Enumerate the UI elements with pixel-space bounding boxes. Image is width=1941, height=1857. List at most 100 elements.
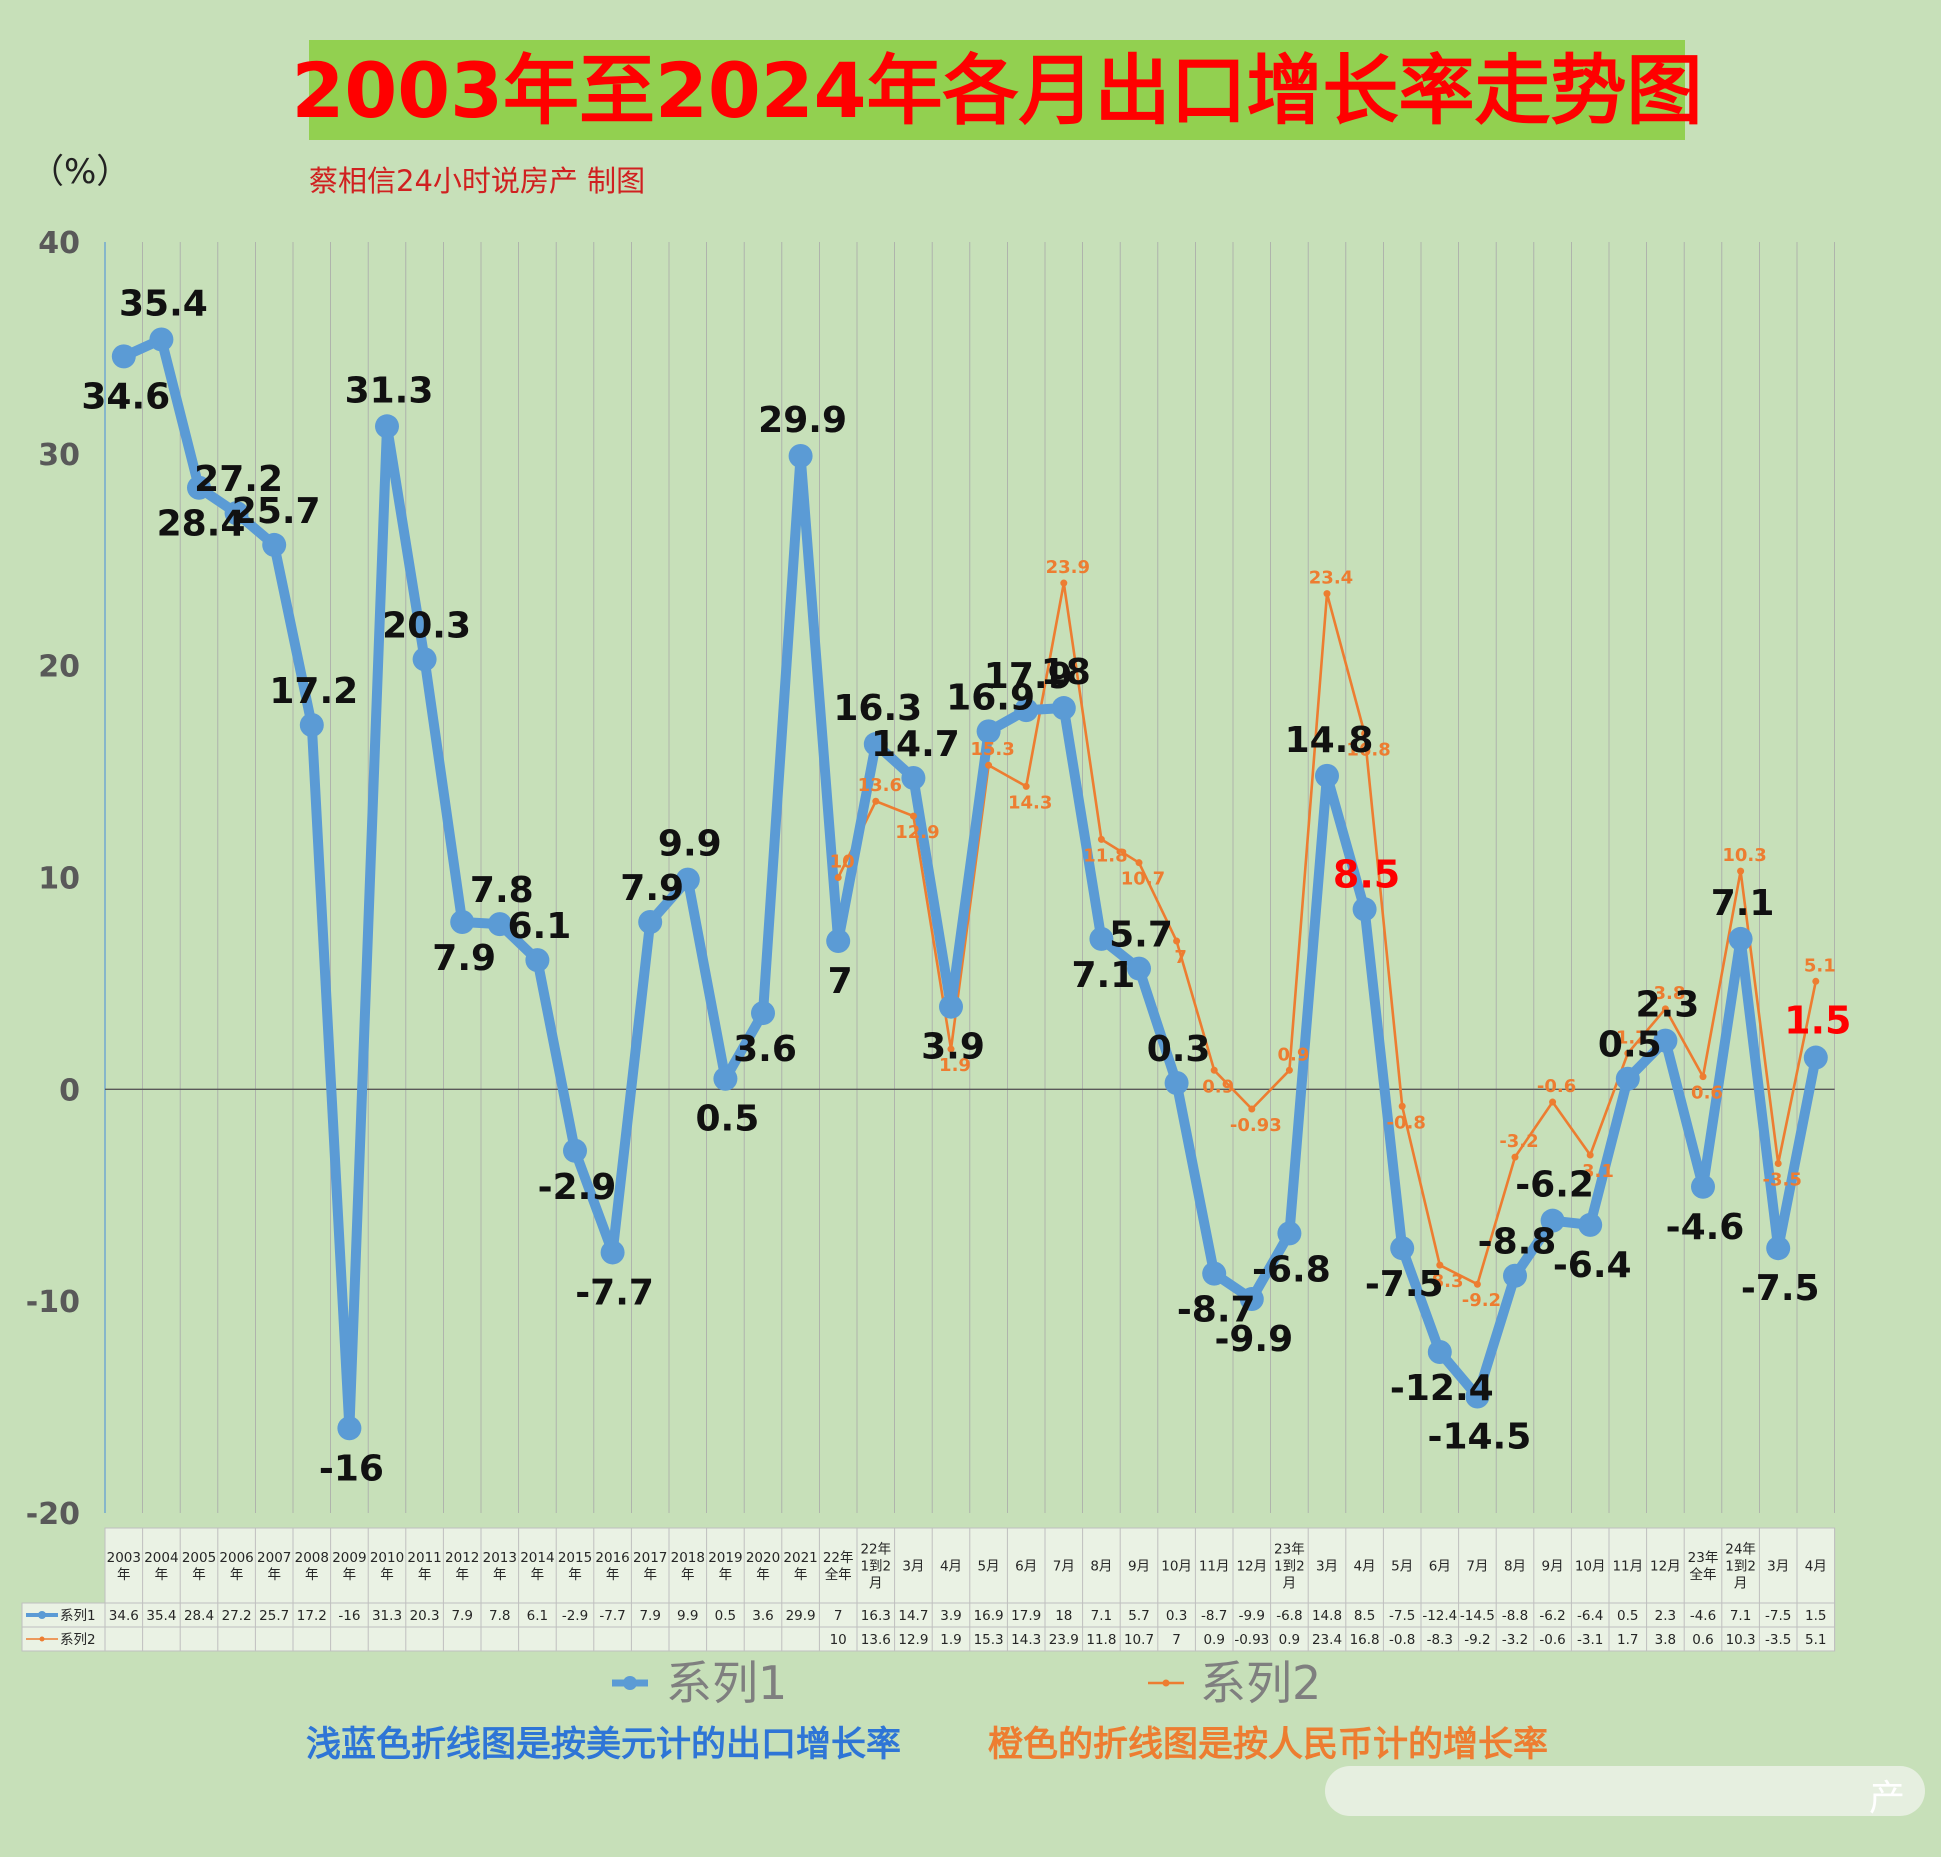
x-tick-label: 月 <box>1283 1576 1297 1592</box>
series2-data-label: -0.93 <box>1230 1115 1282 1136</box>
series1-point <box>262 532 287 557</box>
table-series1-cell: -4.6 <box>1690 1608 1716 1624</box>
series1-data-label: 3.6 <box>733 1029 797 1070</box>
y-tick-label: 0 <box>59 1073 80 1108</box>
table-series1-cell: -6.4 <box>1577 1608 1603 1624</box>
series1-data-label: 7.8 <box>470 870 534 911</box>
series1-data-label: 14.8 <box>1285 720 1374 761</box>
x-tick-label: 2013 <box>483 1550 517 1566</box>
series1-point <box>375 414 399 439</box>
series2-data-label: 10 <box>830 852 855 873</box>
series1-data-label: -2.9 <box>538 1167 617 1208</box>
series2-point <box>1511 1153 1519 1161</box>
series2-data-label: -3.2 <box>1499 1131 1538 1152</box>
series1-point <box>600 1240 625 1265</box>
series1-point <box>1127 956 1151 981</box>
y-tick-label: -20 <box>26 1497 80 1532</box>
series1-point <box>412 647 437 672</box>
x-tick-label: 22年 <box>860 1542 891 1558</box>
series1-point <box>1803 1045 1828 1070</box>
x-tick-label: 年 <box>343 1567 357 1583</box>
series1-data-label: 16.3 <box>833 688 922 729</box>
x-tick-label: 2011 <box>407 1550 441 1566</box>
series2-data-label: -0.8 <box>1387 1112 1426 1133</box>
table-series1-cell: 1.5 <box>1805 1608 1826 1624</box>
x-tick-label: 11月 <box>1199 1559 1230 1575</box>
series1-point <box>1691 1174 1715 1199</box>
series1-point <box>1427 1340 1452 1365</box>
x-tick-label: 2003 <box>107 1550 141 1566</box>
table-series1-cell: 16.9 <box>974 1608 1004 1624</box>
series1-point <box>901 765 926 790</box>
x-tick-label: 4月 <box>1805 1559 1827 1575</box>
series1-data-label: 7.9 <box>620 868 684 909</box>
plot-area: 40 30 20 10 0 -10 -20 10 13.6 12.9 1.9 15.3 14.3 23.9… <box>26 226 1852 1532</box>
x-tick-label: 年 <box>117 1567 131 1583</box>
table-series1-cell: 20.3 <box>410 1608 440 1624</box>
legend: 系列1 系列2 <box>612 1656 1321 1710</box>
table-series2-cell: -0.6 <box>1539 1632 1565 1648</box>
series2-data-label: -8.3 <box>1424 1271 1463 1292</box>
table-series1-cell: 28.4 <box>184 1608 214 1624</box>
x-tick-label: 2004 <box>144 1550 178 1566</box>
series2-point <box>1210 1066 1218 1074</box>
table-series2-cell: 14.3 <box>1011 1632 1041 1648</box>
series1-point <box>1728 926 1753 951</box>
series1-point <box>1239 1287 1264 1312</box>
table-series1-cell: 25.7 <box>259 1608 289 1624</box>
series2-point <box>1323 590 1331 598</box>
table-series1-cell: -14.5 <box>1460 1608 1495 1624</box>
series2-data-label: 0.9 <box>1277 1044 1309 1065</box>
series1-point <box>187 475 211 500</box>
series2-data-label: 23.4 <box>1309 568 1353 589</box>
series1-point <box>1051 696 1076 721</box>
series1-line <box>118 334 1821 1434</box>
table-series2-cell: 12.9 <box>898 1632 928 1648</box>
x-tick-label: 年 <box>794 1567 808 1583</box>
x-tick-label: 12月 <box>1650 1559 1681 1575</box>
x-tick-label: 年 <box>380 1567 394 1583</box>
table-series1-cell: 29.9 <box>786 1608 816 1624</box>
x-tick-label: 2006 <box>219 1550 253 1566</box>
x-tick-label: 1到2 <box>860 1559 891 1575</box>
table-series2-cell: 1.7 <box>1617 1632 1638 1648</box>
x-tick-label: 2014 <box>520 1550 554 1566</box>
table-series2-cell: 13.6 <box>861 1632 891 1648</box>
series2-point <box>1285 1066 1293 1074</box>
x-tick-label: 年 <box>418 1567 432 1583</box>
table-series2-name: 系列2 <box>60 1632 96 1648</box>
table-series1-cell: 7.9 <box>451 1608 472 1624</box>
table-series1-cell: -7.5 <box>1765 1608 1791 1624</box>
series1-point <box>1352 897 1377 922</box>
x-tick-label: 年 <box>155 1567 169 1583</box>
series1-point <box>788 443 813 468</box>
series1-data-label: -14.5 <box>1428 1416 1532 1457</box>
series2-point <box>1173 937 1181 945</box>
x-tick-label: 2009 <box>332 1550 366 1566</box>
table-series1-cell: -9.9 <box>1239 1608 1265 1624</box>
series1-point <box>563 1138 587 1163</box>
table-series1-cell: 14.7 <box>898 1608 928 1624</box>
table-series1-cell: -16 <box>338 1608 360 1624</box>
x-tick-label: 5月 <box>978 1559 1000 1575</box>
series1-point <box>1277 1221 1302 1246</box>
series1-data-label: -7.5 <box>1365 1264 1444 1305</box>
table-series2-cell: 15.3 <box>974 1632 1004 1648</box>
series1-data-label: -9.9 <box>1214 1319 1293 1360</box>
y-tick-label: 20 <box>38 650 80 685</box>
table-series2-cell: 10.7 <box>1124 1632 1154 1648</box>
series2-point <box>1699 1073 1707 1081</box>
series1-data-label: 8.5 <box>1333 852 1400 896</box>
series2-point <box>1436 1261 1444 1269</box>
x-tick-label: 2008 <box>295 1550 329 1566</box>
series1-data-label: 0.5 <box>1598 1025 1662 1066</box>
table-series1-cell: 3.6 <box>752 1608 773 1624</box>
watermark-pill <box>1325 1766 1925 1816</box>
table-series1-cell: -6.2 <box>1539 1608 1565 1624</box>
table-series2-cell: 16.8 <box>1350 1632 1380 1648</box>
series2-data-label: 11.8 <box>1083 845 1127 866</box>
series2-point <box>1398 1102 1406 1110</box>
series1-data-label: 35.4 <box>119 283 208 324</box>
x-tick-label: 22年 <box>823 1550 854 1566</box>
legend-series1-marker <box>623 1676 637 1690</box>
